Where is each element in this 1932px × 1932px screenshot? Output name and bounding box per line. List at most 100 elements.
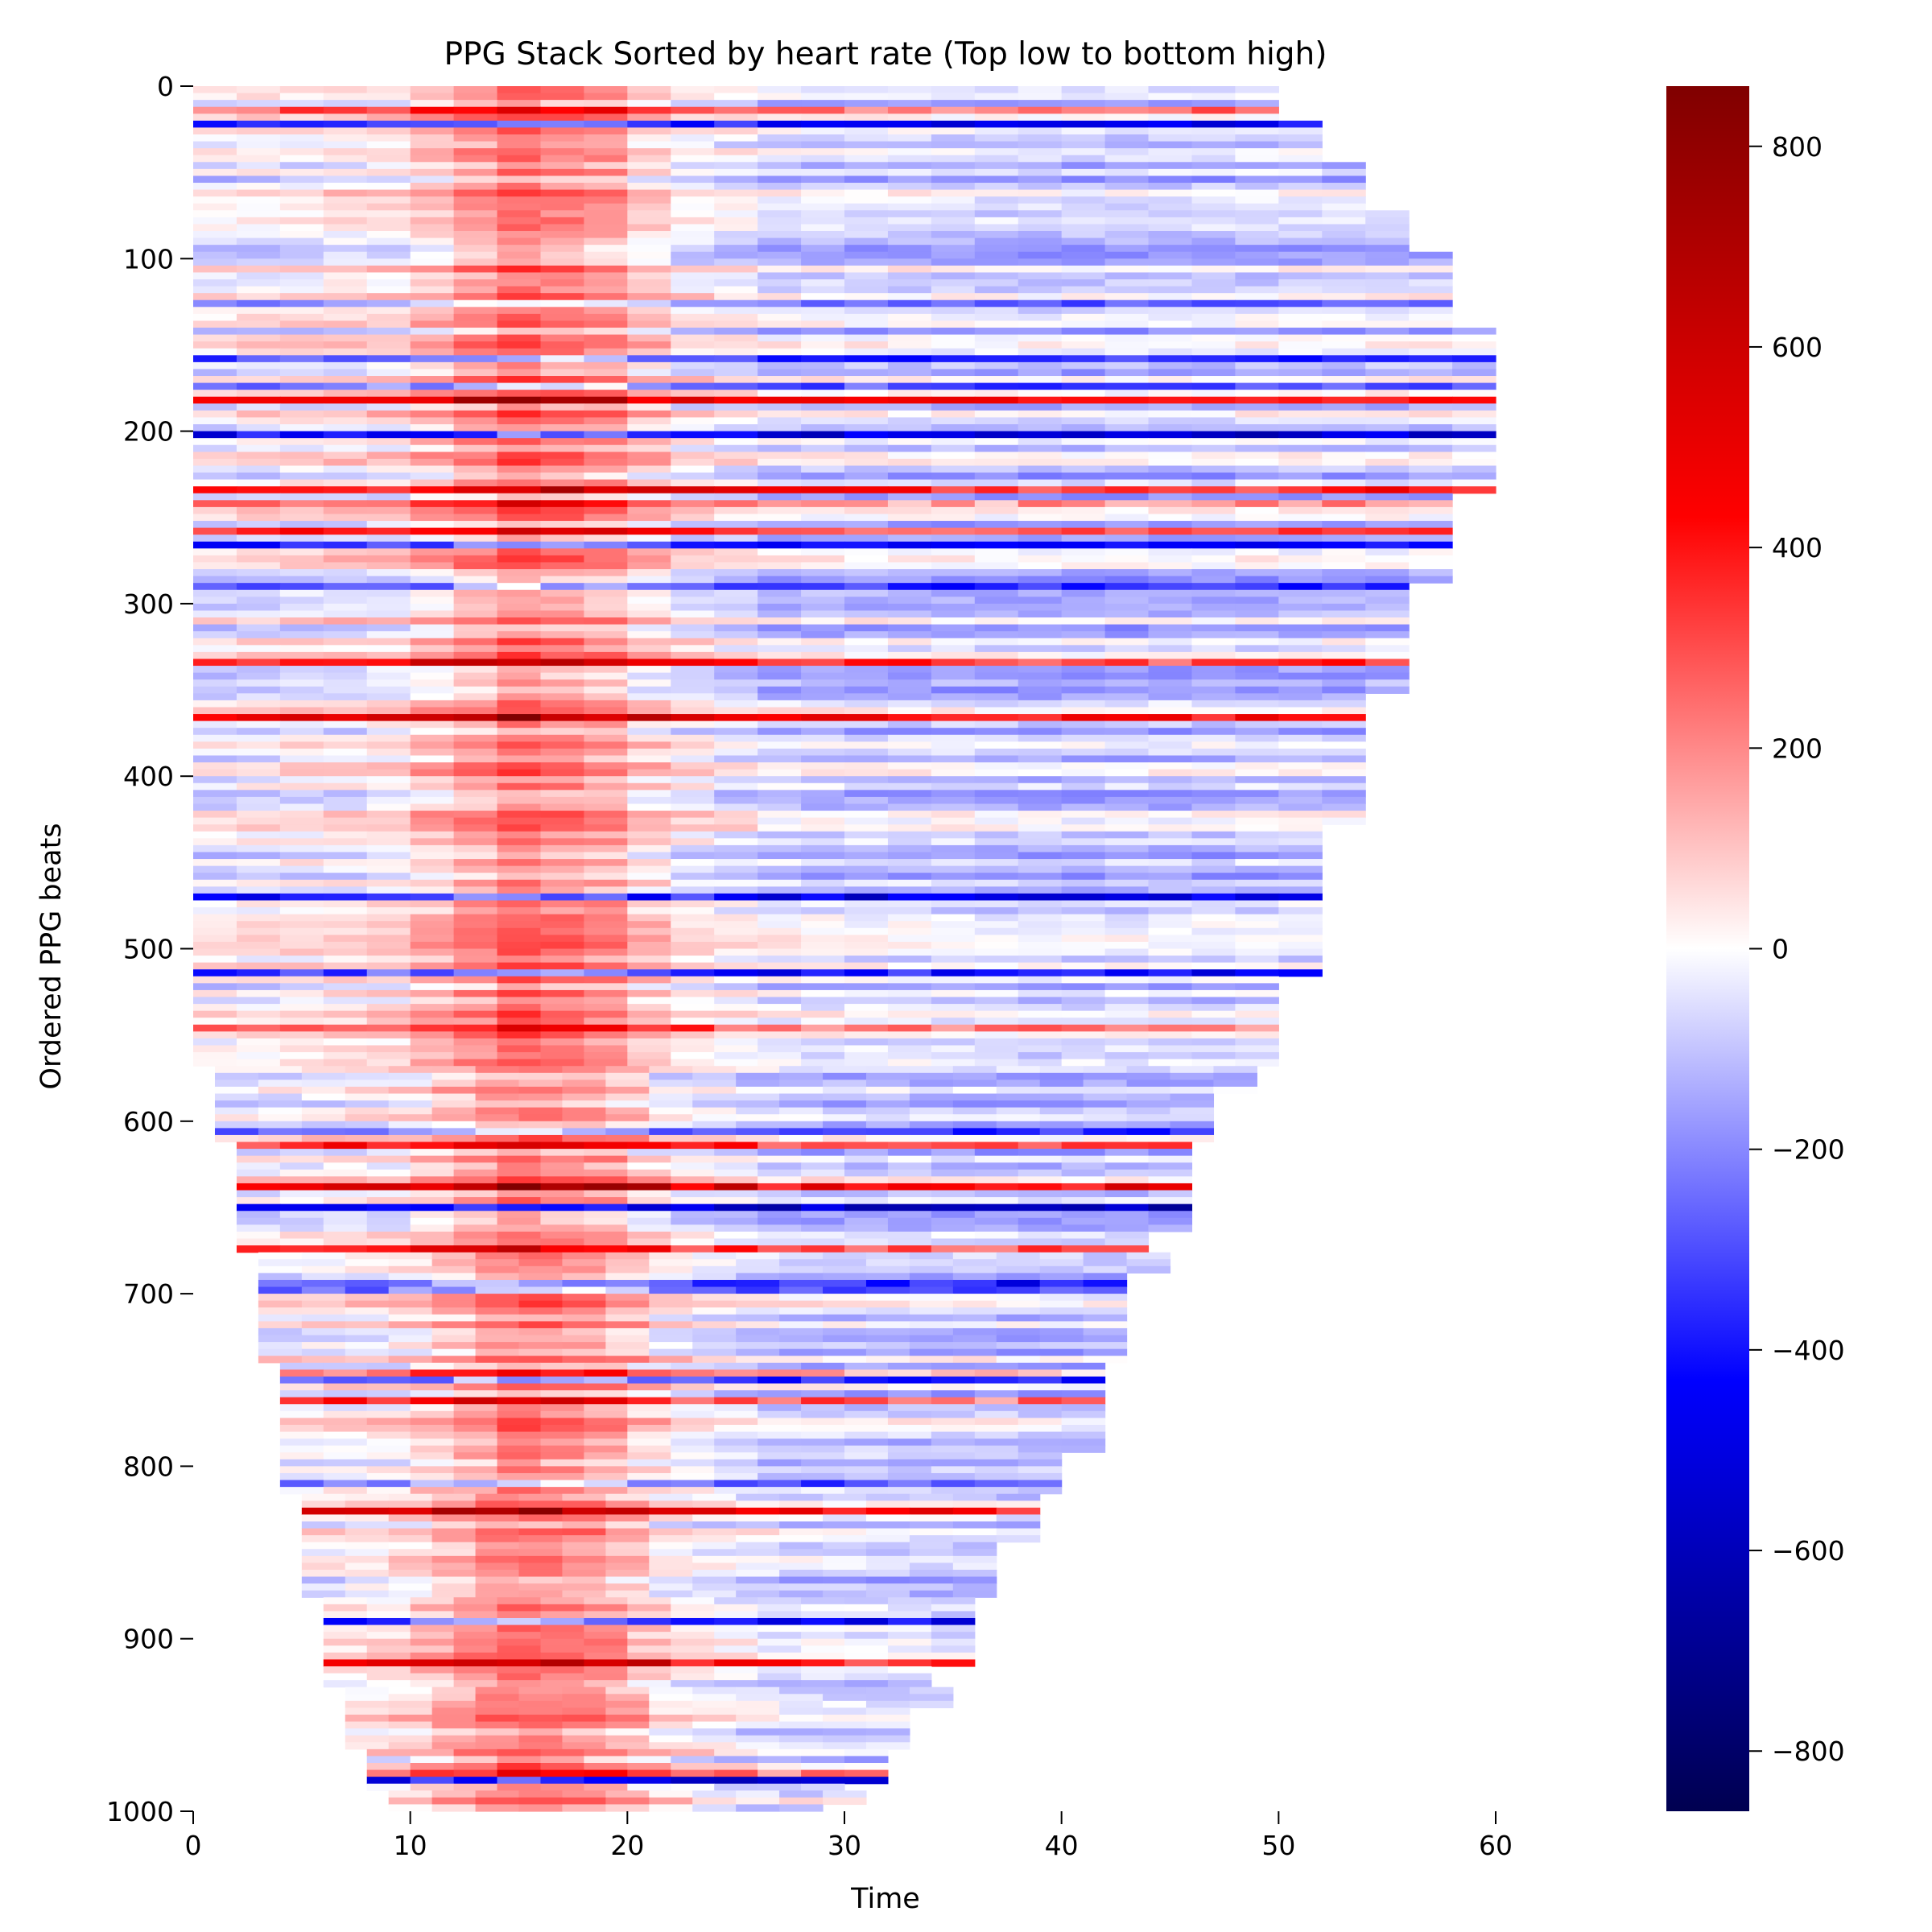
heatmap-cell: [887, 1169, 932, 1177]
heatmap-cell: [1409, 265, 1453, 274]
heatmap-cell: [758, 569, 802, 577]
heatmap-cell: [758, 196, 802, 204]
heatmap-cell: [193, 224, 237, 232]
heatmap-cell: [1148, 203, 1193, 211]
heatmap-cell: [931, 852, 976, 860]
heatmap-cell: [931, 307, 976, 315]
heatmap-cell: [366, 410, 411, 419]
heatmap-cell: [1278, 672, 1323, 680]
heatmap-cell: [671, 631, 715, 639]
heatmap-cell: [584, 989, 628, 998]
heatmap-cell: [714, 748, 758, 757]
heatmap-cell: [345, 1321, 390, 1329]
heatmap-cell: [453, 293, 498, 301]
heatmap-cell: [627, 1059, 671, 1067]
heatmap-cell: [1061, 175, 1106, 184]
heatmap-cell: [584, 886, 628, 894]
heatmap-cell: [453, 1038, 498, 1046]
heatmap-cell: [1148, 320, 1193, 328]
heatmap-cell: [193, 183, 237, 191]
heatmap-cell: [366, 748, 411, 757]
heatmap-cell: [584, 1052, 628, 1060]
heatmap-cell: [214, 1072, 259, 1080]
heatmap-cell: [844, 948, 889, 956]
heatmap-cell: [193, 168, 237, 177]
heatmap-cell: [431, 1327, 477, 1336]
heatmap-cell: [801, 334, 845, 342]
heatmap-cell: [1061, 1031, 1106, 1039]
heatmap-cell: [1235, 672, 1279, 680]
heatmap-cell: [1083, 1107, 1128, 1115]
heatmap-cell: [974, 162, 1019, 170]
heatmap-cell: [584, 410, 628, 419]
heatmap-cell: [844, 914, 889, 922]
heatmap-cell: [1191, 748, 1236, 757]
heatmap-cell: [974, 279, 1019, 287]
heatmap-cell: [1018, 956, 1063, 964]
heatmap-cell: [627, 728, 671, 736]
heatmap-cell: [931, 535, 976, 543]
heatmap-cell: [758, 651, 802, 660]
heatmap-cell: [1061, 734, 1106, 742]
heatmap-cell: [584, 865, 628, 873]
heatmap-cell: [909, 1086, 954, 1095]
heatmap-cell: [627, 286, 671, 294]
heatmap-cell: [627, 714, 671, 722]
heatmap-cell: [714, 148, 758, 156]
heatmap-cell: [193, 506, 237, 515]
heatmap-row: [193, 728, 1366, 736]
heatmap-cell: [1061, 424, 1106, 432]
heatmap-cell: [1452, 473, 1496, 481]
heatmap-cell: [279, 361, 324, 370]
heatmap-cell: [540, 431, 584, 439]
heatmap-row: [193, 997, 1279, 1005]
heatmap-cell: [1018, 1018, 1063, 1026]
heatmap-cell: [714, 679, 758, 687]
heatmap-cell: [236, 93, 281, 101]
heatmap-cell: [1104, 410, 1150, 419]
heatmap-cell: [410, 734, 455, 742]
heatmap-cell: [584, 86, 628, 94]
heatmap-cell: [1235, 603, 1279, 612]
heatmap-cell: [1104, 1038, 1150, 1046]
heatmap-cell: [366, 293, 411, 301]
heatmap-cell: [714, 941, 758, 950]
heatmap-cell: [671, 155, 715, 163]
heatmap-cell: [540, 1245, 584, 1253]
heatmap-cell: [671, 651, 715, 660]
heatmap-cell: [887, 859, 932, 867]
heatmap-cell: [1018, 651, 1063, 660]
heatmap-row: [193, 245, 1410, 253]
heatmap-cell: [410, 811, 455, 819]
heatmap-cell: [366, 320, 411, 328]
heatmap-cell: [388, 1072, 433, 1080]
heatmap-cell: [931, 679, 976, 687]
heatmap-cell: [366, 1031, 411, 1039]
heatmap-cell: [1191, 900, 1236, 908]
heatmap-cell: [1104, 555, 1150, 564]
heatmap-cell: [236, 700, 281, 708]
heatmap-cell: [1452, 390, 1496, 398]
heatmap-cell: [1061, 948, 1106, 956]
heatmap-cell: [540, 893, 584, 902]
heatmap-cell: [671, 679, 715, 687]
heatmap-cell: [584, 666, 628, 674]
heatmap-cell: [692, 1066, 737, 1074]
heatmap-cell: [1191, 355, 1236, 363]
heatmap-cell: [758, 355, 802, 363]
heatmap-cell: [497, 728, 542, 736]
heatmap-cell: [410, 983, 455, 991]
heatmap-cell: [1148, 976, 1193, 984]
heatmap-cell: [1235, 1045, 1279, 1053]
heatmap-cell: [323, 948, 368, 956]
heatmap-cell: [1061, 555, 1106, 564]
heatmap-cell: [236, 782, 281, 791]
heatmap-cell: [1148, 893, 1193, 902]
heatmap-cell: [1170, 1093, 1215, 1101]
heatmap-cell: [366, 1224, 411, 1232]
heatmap-cell: [1039, 1086, 1084, 1095]
heatmap-cell: [410, 748, 455, 757]
heatmap-cell: [584, 328, 628, 336]
heatmap-cell: [671, 313, 715, 322]
heatmap-cell: [1191, 473, 1236, 481]
